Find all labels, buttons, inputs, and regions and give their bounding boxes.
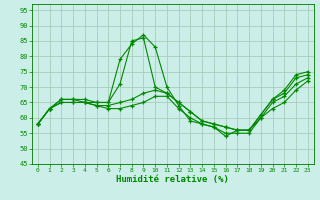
X-axis label: Humidité relative (%): Humidité relative (%) — [116, 175, 229, 184]
